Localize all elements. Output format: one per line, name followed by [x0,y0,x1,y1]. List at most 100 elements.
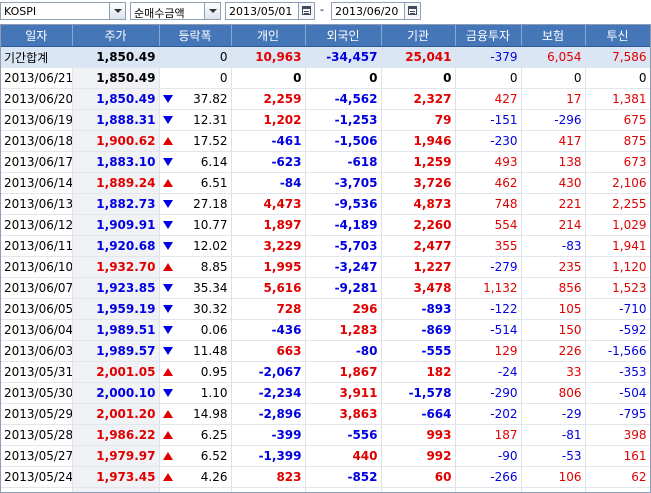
table-row[interactable]: 2013/05/30 2,000.10 1.10 -2,234 3,911 -1,578-… [1,382,650,404]
col-header-foreign[interactable]: 외국인 [305,25,382,47]
insurance-cell: 214 [521,214,586,236]
table-row[interactable]: 2013/06/04 1,989.51 0.06 -436 1,283 -869 -514 1… [1,319,650,341]
change-cell: 6.51 [159,172,232,194]
market-dropdown-arrow-icon[interactable] [109,3,125,19]
change-value: 17.52 [193,134,228,148]
market-select[interactable]: KOSPI [0,2,126,20]
col-header-date[interactable]: 일자 [1,25,73,47]
table-body: 기간합계 1,850.49 0 10,963 -34,457 25,041 -379 6,05… [1,46,650,492]
table-row[interactable]: 2013/05/28 1,986.22 6.25 -399 -556 993 187 -81 3… [1,424,650,446]
foreign-cell: -54 [305,487,382,492]
table-row[interactable]: 2013/06/21 1,850.49 0 0 0 0 0 0 0 [1,67,650,89]
table-row[interactable]: 2013/06/14 1,889.24 6.51 -84 -3,705 3,726 462 4… [1,172,650,194]
date-to-field[interactable]: 2013/06/20 [331,2,421,20]
insurance-cell: 0 [521,67,586,89]
investment-trust-cell: 1,381 [585,88,650,110]
table-row[interactable]: 2013/06/12 1,909.91 10.77 1,897 -4,189 2,260 5… [1,214,650,236]
table-row[interactable]: 2013/06/19 1,888.31 12.31 1,202 -1,253 79 -151… [1,109,650,131]
insurance-cell: 226 [521,340,586,362]
down-triangle-icon [162,305,173,313]
foreign-cell: -1,253 [305,109,382,131]
price-cell: 1,920.68 [72,235,160,257]
individual-cell: -461 [231,130,306,152]
table-row[interactable]: 2013/06/17 1,883.10 6.14 -623 -618 1,259 493 13… [1,151,650,173]
foreign-cell: 296 [305,298,382,320]
change-cell: 0.06 [159,319,232,341]
date-cell: 2013/06/12 [1,214,73,236]
institution-cell: 2,327 [381,88,456,110]
individual-cell: -2,067 [231,361,306,383]
date-from-field[interactable]: 2013/05/01 [225,2,315,20]
foreign-cell: 1,867 [305,361,382,383]
change-value: 24.64 [193,491,227,492]
financial-investment-cell: -514 [455,319,522,341]
investment-trust-cell: -592 [585,319,650,341]
change-cell: 6.14 [159,151,232,173]
col-header-change[interactable]: 등락폭 [159,25,232,47]
financial-investment-cell: -279 [455,256,522,278]
table-row[interactable]: 2013/05/24 1,973.45 4.26 823 -852 60 -266 106 62 [1,466,650,488]
change-cell: 6.52 [159,445,232,467]
institution-cell: -555 [381,340,456,362]
table-row[interactable]: 2013/06/07 1,923.85 35.34 5,616 -9,281 3,478 1… [1,277,650,299]
summary-row[interactable]: 기간합계 1,850.49 0 10,963 -34,457 25,041 -379 6,05… [1,46,650,68]
table-row[interactable]: 2013/06/05 1,959.19 30.32 728 296 -893 -122 105… [1,298,650,320]
metric-select[interactable]: 순매수금액 [130,2,221,20]
financial-investment-cell: 748 [455,193,522,215]
financial-investment-cell: 493 [455,151,522,173]
foreign-cell: -556 [305,424,382,446]
investment-trust-cell: 0 [585,67,650,89]
col-header-insurance[interactable]: 보험 [521,25,586,47]
table-row[interactable]: 2013/05/31 2,001.05 0.95 -2,067 1,867 182 -24 3… [1,361,650,383]
table-row[interactable]: 2013/06/11 1,920.68 12.02 3,229 -5,703 2,477 3… [1,235,650,257]
foreign-cell: -618 [305,151,382,173]
date-from-calendar-icon[interactable] [298,3,314,19]
financial-investment-cell: -230 [455,130,522,152]
down-triangle-icon [162,242,173,250]
table-row[interactable]: 2013/06/10 1,932.70 8.85 1,995 -3,247 1,227 -2… [1,256,650,278]
foreign-cell: -852 [305,466,382,488]
individual-cell: 1,995 [231,256,306,278]
individual-cell: -2,234 [231,382,306,404]
date-cell: 2013/05/28 [1,424,73,446]
institution-cell: -1,578 [381,382,456,404]
change-value: 6.25 [200,428,228,442]
col-header-investment-trust[interactable]: 투신 [585,25,650,47]
investment-trust-cell: -1,493 [585,487,650,492]
up-triangle-icon [162,452,173,460]
date-cell: 2013/06/10 [1,256,73,278]
financial-investment-cell: 554 [455,214,522,236]
foreign-cell: -9,536 [305,193,382,215]
insurance-cell: -83 [521,235,586,257]
price-cell: 1,932.70 [72,256,160,278]
investment-trust-cell: 1,120 [585,256,650,278]
change-value: 0 [219,71,228,85]
financial-investment-cell: -382 [455,487,522,492]
individual-cell: 663 [231,340,306,362]
table-row[interactable]: 2013/05/27 1,979.97 6.52 -1,399 440 992 -90 -53… [1,445,650,467]
col-header-individual[interactable]: 개인 [231,25,306,47]
date-to-calendar-icon[interactable] [404,3,420,19]
col-header-price[interactable]: 주가 [72,25,160,47]
table-row[interactable]: 2013/06/03 1,989.57 11.48 663 -80 -555 129 226-… [1,340,650,362]
change-cell: 35.34 [159,277,232,299]
table-row[interactable]: 2013/06/18 1,900.62 17.52 -461 -1,506 1,946 -2… [1,130,650,152]
change-cell: 0 [159,46,232,68]
col-header-financial-investment[interactable]: 금융투자 [455,25,522,47]
down-triangle-icon [162,389,173,397]
foreign-cell: -1,506 [305,130,382,152]
metric-dropdown-arrow-icon[interactable] [204,3,220,19]
change-cell: 17.52 [159,130,232,152]
table-row[interactable]: 2013/05/231,969.19 24.64 2,056-54-1,978-38… [1,487,650,492]
table-row[interactable]: 2013/06/13 1,882.73 27.18 4,473 -9,536 4,873 7… [1,193,650,215]
institution-cell: 2,477 [381,235,456,257]
financial-investment-cell: 187 [455,424,522,446]
table-row[interactable]: 2013/05/29 2,001.20 14.98 -2,896 3,863 -664 -2… [1,403,650,425]
financial-investment-cell: 427 [455,88,522,110]
toolbar: KOSPI 순매수금액 2013/05/01 - 2013/06/20 [0,0,651,24]
change-cell: 1.10 [159,382,232,404]
col-header-institution[interactable]: 기관 [381,25,456,47]
institution-cell: 1,946 [381,130,456,152]
table-row[interactable]: 2013/06/20 1,850.49 37.82 2,259 -4,562 2,327 4… [1,88,650,110]
financial-investment-cell: -122 [455,298,522,320]
